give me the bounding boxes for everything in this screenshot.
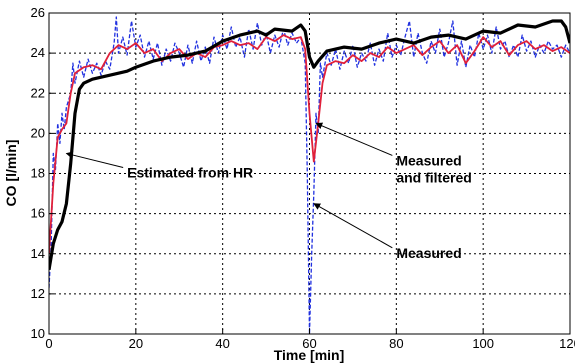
x-tick-label: 60: [302, 336, 316, 351]
annotation-measured-and-filtered: Measured: [396, 152, 461, 168]
x-tick-label: 80: [389, 336, 403, 351]
series-layer: [49, 16, 570, 334]
y-tick-label: 18: [31, 166, 45, 181]
x-tick-label: 40: [215, 336, 229, 351]
y-tick-label: 24: [31, 45, 45, 60]
annotation-measured-and-filtered: and filtered: [396, 169, 471, 185]
series-line-estimated-from-hr: [49, 19, 570, 271]
annotation-estimated-from-hr: Estimated from HR: [127, 165, 253, 181]
y-axis-label: CO [l/min]: [3, 140, 19, 207]
x-tick-label: 20: [129, 336, 143, 351]
y-tick-label: 16: [31, 206, 45, 221]
annotation-arrow-estimated-from-hr: [65, 151, 124, 168]
x-tick-label: 100: [472, 336, 494, 351]
annotation-arrow-measured-and-filtered: [315, 122, 393, 156]
y-tick-label: 12: [31, 286, 45, 301]
annotation-arrow-measured: [313, 203, 393, 249]
x-axis-label: Time [min]: [274, 347, 345, 363]
y-tick-label: 10: [31, 326, 45, 341]
axis-ticks: 0 20 40 60 80 100 120 10 12 14 16 18 20 22 24 26: [31, 5, 575, 351]
y-tick-label: 26: [31, 5, 45, 20]
annotation-measured: Measured: [396, 245, 461, 261]
x-tick-label: 0: [45, 336, 52, 351]
y-tick-label: 14: [31, 246, 45, 261]
y-tick-label: 20: [31, 125, 45, 140]
series-line-measured-and-filtered: [49, 34, 570, 254]
x-tick-label: 120: [559, 336, 575, 351]
y-tick-label: 22: [31, 85, 45, 100]
